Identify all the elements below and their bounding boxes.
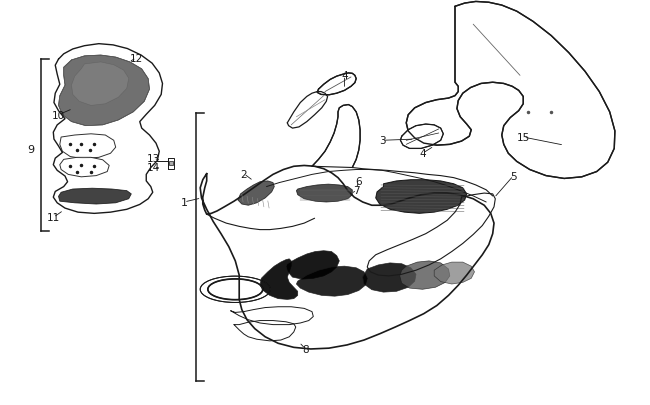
Bar — [169, 161, 173, 165]
Polygon shape — [312, 105, 360, 168]
Text: 4: 4 — [341, 71, 348, 81]
Polygon shape — [72, 63, 129, 106]
Polygon shape — [434, 262, 474, 284]
Text: 7: 7 — [354, 185, 360, 195]
Polygon shape — [58, 189, 131, 205]
Text: 9: 9 — [28, 145, 34, 155]
Text: 1: 1 — [181, 198, 187, 207]
Polygon shape — [406, 2, 615, 179]
Text: 6: 6 — [356, 177, 362, 186]
Polygon shape — [58, 56, 150, 126]
Text: 13: 13 — [147, 154, 160, 164]
Text: 10: 10 — [52, 111, 65, 120]
Polygon shape — [400, 261, 450, 290]
Polygon shape — [317, 74, 356, 96]
Polygon shape — [260, 259, 298, 300]
Text: 3: 3 — [379, 136, 385, 146]
Polygon shape — [286, 251, 339, 279]
Polygon shape — [238, 181, 274, 206]
Text: 2: 2 — [240, 169, 247, 179]
Polygon shape — [296, 266, 367, 296]
Bar — [168, 159, 174, 169]
Text: 4: 4 — [419, 149, 426, 159]
Polygon shape — [376, 180, 467, 214]
Polygon shape — [60, 158, 109, 177]
Text: 5: 5 — [510, 171, 517, 181]
Polygon shape — [400, 125, 443, 149]
Polygon shape — [60, 134, 116, 159]
Text: 12: 12 — [130, 54, 143, 64]
Text: 11: 11 — [47, 213, 60, 223]
Text: 14: 14 — [147, 163, 160, 173]
Text: 15: 15 — [517, 133, 530, 143]
Polygon shape — [296, 185, 352, 202]
Text: 8: 8 — [302, 344, 309, 354]
Polygon shape — [363, 263, 416, 292]
